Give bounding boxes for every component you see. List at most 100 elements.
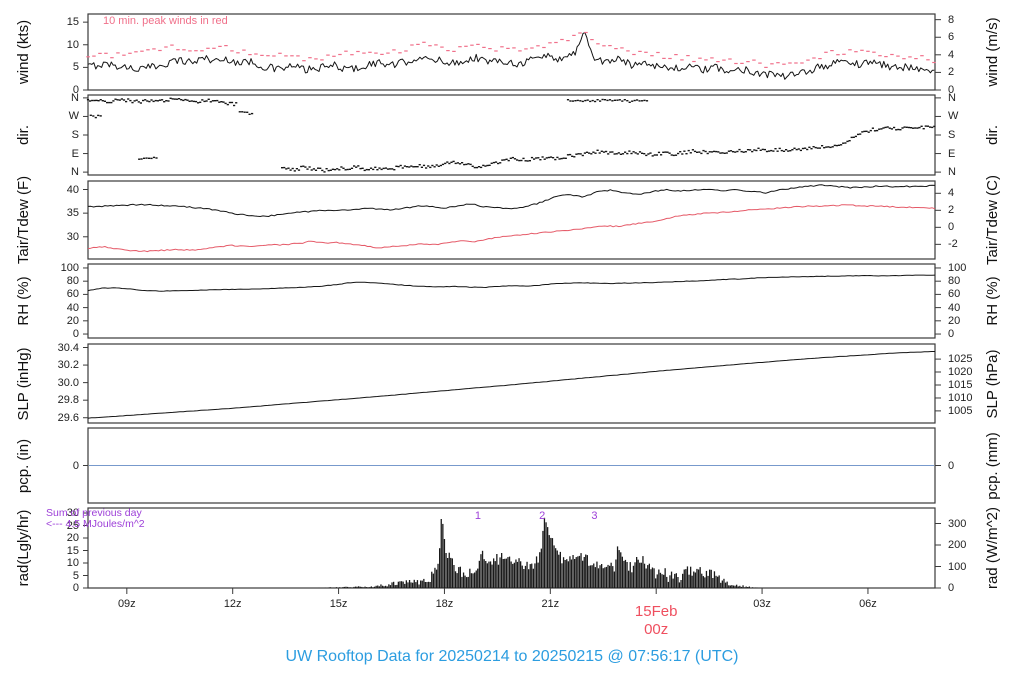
series-wind-direction xyxy=(713,150,716,153)
series-rad xyxy=(537,562,539,588)
series-rad xyxy=(345,586,347,588)
series-wind-direction xyxy=(135,99,138,101)
series-rad xyxy=(432,573,434,588)
series-wind-peak xyxy=(806,59,810,61)
series-wind-peak xyxy=(218,45,222,47)
series-wind-direction-outliers xyxy=(645,100,649,102)
series-wind-peak xyxy=(662,57,666,59)
series-wind-direction xyxy=(759,149,762,151)
series-wind-peak xyxy=(92,55,96,57)
series-wind-peak xyxy=(536,45,540,47)
series-rad xyxy=(515,559,517,588)
series-wind-peak xyxy=(440,46,444,48)
series-wind-direction xyxy=(922,128,925,130)
series-wind-direction xyxy=(397,165,400,168)
series-rad xyxy=(564,560,566,588)
series-wind-direction xyxy=(139,102,142,104)
series-rad xyxy=(426,582,428,588)
series-wind-direction xyxy=(681,153,684,155)
series-rad xyxy=(493,558,495,588)
series-wind-direction-outliers xyxy=(152,156,156,159)
series-rad xyxy=(580,553,582,588)
series-wind-direction xyxy=(854,135,857,138)
series-wind-peak xyxy=(710,57,714,59)
series-wind-direction xyxy=(509,157,512,159)
series-rad xyxy=(391,582,393,588)
series-wind-direction xyxy=(738,148,741,151)
series-wind-direction xyxy=(533,158,536,160)
series-wind-peak xyxy=(224,45,228,47)
series-wind-direction xyxy=(827,146,830,148)
series-rad xyxy=(751,587,754,588)
series-wind-direction xyxy=(869,129,872,132)
series-wind-direction xyxy=(369,167,373,169)
series-wind-peak xyxy=(734,62,738,65)
series-wind-direction xyxy=(797,148,800,150)
series-wind-direction xyxy=(148,100,151,103)
series-wind-peak xyxy=(446,50,450,52)
series-wind-peak xyxy=(890,53,894,56)
series-wind-direction xyxy=(108,101,111,104)
series-wind-direction xyxy=(846,140,849,143)
series-wind-direction xyxy=(505,158,508,160)
series-wind-peak xyxy=(332,55,336,57)
series-wind-direction xyxy=(609,151,612,153)
series-rad xyxy=(467,576,469,588)
series-wind-direction xyxy=(414,166,417,168)
series-wind-peak xyxy=(818,58,822,60)
series-rad xyxy=(745,586,747,588)
series-wind-direction xyxy=(592,151,595,153)
series-rad xyxy=(748,586,750,588)
series-rad xyxy=(723,578,725,588)
series-wind-direction xyxy=(884,126,887,129)
series-wind-peak xyxy=(590,39,594,41)
series-rad xyxy=(483,559,485,588)
series-wind-peak xyxy=(158,49,162,52)
series-wind-direction xyxy=(912,127,915,129)
series-rad xyxy=(434,567,436,588)
series-rad xyxy=(562,557,565,588)
series-wind-direction xyxy=(763,148,766,151)
series-wind-direction xyxy=(118,99,121,101)
series-rad xyxy=(459,566,461,588)
series-rad xyxy=(707,575,709,588)
series-wind-direction xyxy=(744,151,747,153)
series-wind-direction xyxy=(321,169,324,172)
series-rad xyxy=(709,569,711,588)
series-wind-direction xyxy=(768,150,771,152)
series-wind-direction xyxy=(645,154,648,157)
series-rad xyxy=(420,580,422,588)
series-wind-direction xyxy=(605,150,608,153)
series-wind-peak xyxy=(170,44,174,46)
series-wind-peak xyxy=(290,55,294,57)
series-tair xyxy=(87,184,936,217)
series-wind-peak xyxy=(398,52,402,54)
series-wind-direction xyxy=(700,152,703,155)
series-wind-direction xyxy=(431,164,434,167)
series-wind-direction xyxy=(433,166,436,168)
series-rad xyxy=(405,580,407,588)
series-wind-direction xyxy=(182,99,185,102)
series-wind-peak xyxy=(356,50,360,53)
series-rad xyxy=(734,585,736,588)
series-wind-peak xyxy=(530,47,534,49)
series-rad xyxy=(470,573,473,588)
series-rad xyxy=(364,586,366,588)
series-wind-direction xyxy=(812,146,815,148)
series-wind-direction xyxy=(528,160,531,162)
series-wind-direction xyxy=(359,167,362,170)
series-rad xyxy=(605,566,608,588)
series-wind-direction xyxy=(342,167,345,169)
series-wind-direction-outliers xyxy=(586,99,589,101)
series-wind-direction xyxy=(539,159,542,161)
series-wind-peak xyxy=(500,46,504,48)
series-wind-direction xyxy=(863,130,866,133)
series-rad xyxy=(329,587,331,588)
series-rad xyxy=(462,572,465,588)
series-wind-direction xyxy=(158,99,162,101)
series-rad xyxy=(616,546,619,588)
series-rad xyxy=(359,586,361,588)
series-wind-direction xyxy=(670,154,673,156)
series-wind-direction-outliers xyxy=(626,100,629,102)
series-wind-peak xyxy=(584,31,588,34)
